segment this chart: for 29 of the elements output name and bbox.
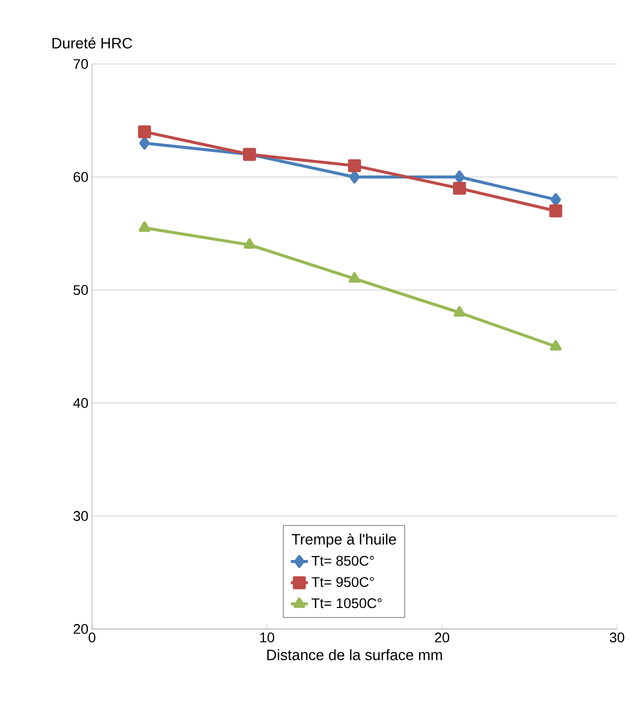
y-tick-label: 60 [74, 172, 88, 182]
point [550, 340, 562, 350]
point [453, 182, 466, 195]
point [244, 238, 256, 249]
y-tick-label: 40 [73, 398, 88, 408]
y-tick-label: 30 [73, 511, 88, 521]
point [348, 272, 360, 283]
legend-label: Tt= 1050C° [312, 598, 382, 608]
point [138, 221, 150, 232]
point [138, 125, 151, 138]
point [348, 159, 361, 172]
x-axis-title: Distance de la surface mm [267, 649, 442, 660]
y-axis-title: Dureté HRC [52, 37, 132, 48]
y-tick-label: 20 [74, 624, 88, 634]
legend-label: Tt= 850C° [312, 556, 374, 566]
point [454, 306, 466, 317]
x-tick-label: 20 [434, 632, 450, 642]
x-tick-label: 30 [610, 632, 624, 642]
point [349, 170, 360, 184]
y-tick-label: 70 [74, 59, 88, 69]
legend-label: Tt= 950C° [312, 577, 374, 587]
point [454, 170, 465, 184]
legend-title: Trempe à l'huile [292, 533, 396, 548]
point [549, 204, 562, 218]
point [550, 193, 561, 206]
x-tick-label: 0 [88, 632, 96, 642]
x-tick-label: 10 [260, 632, 274, 642]
y-tick-label: 50 [74, 285, 88, 295]
point [139, 136, 150, 150]
